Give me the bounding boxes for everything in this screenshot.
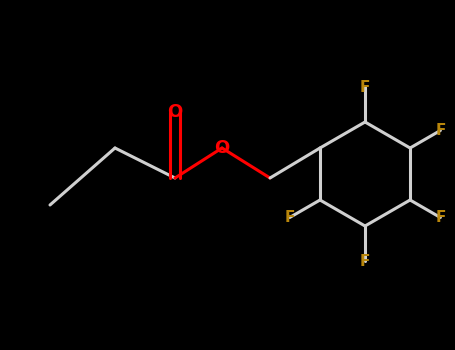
Text: F: F xyxy=(360,79,370,94)
Text: F: F xyxy=(435,123,445,138)
Text: F: F xyxy=(284,210,295,225)
Text: O: O xyxy=(167,103,182,121)
Text: F: F xyxy=(360,253,370,268)
Text: O: O xyxy=(214,139,230,157)
Text: F: F xyxy=(435,210,445,225)
